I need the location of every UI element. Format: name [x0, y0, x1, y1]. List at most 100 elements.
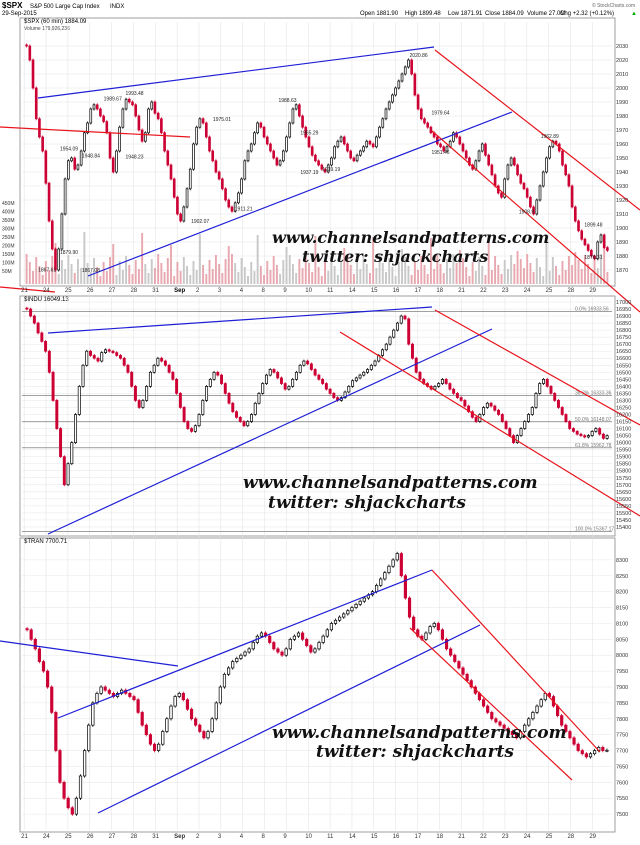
x-tick-label: 23 — [502, 834, 509, 840]
volume-bar — [413, 261, 416, 284]
candle-body — [500, 414, 504, 422]
candle-body — [504, 421, 508, 429]
indu-legend: $INDU 16049.13 — [24, 297, 69, 303]
candle-body — [309, 363, 313, 370]
volume-bar — [93, 258, 95, 284]
candle-body — [515, 435, 519, 443]
candle-body — [50, 220, 54, 250]
candle-body — [272, 369, 276, 373]
volume-bar — [564, 270, 567, 284]
y-tick-label: 1940 — [616, 170, 628, 176]
candle-body — [66, 797, 70, 809]
volume-bar — [272, 256, 275, 284]
candle-body — [395, 553, 399, 561]
candle-body — [87, 724, 91, 751]
volume-bar — [455, 263, 458, 284]
candle-body — [212, 371, 216, 380]
watermark-twitter-3: twitter: shjackcharts — [316, 742, 514, 762]
candle-body — [542, 378, 545, 384]
x-tick-label: 24 — [43, 834, 50, 840]
candle-body — [439, 143, 442, 148]
volume-bar — [105, 271, 108, 284]
candle-body — [176, 196, 179, 215]
candle-body — [354, 377, 358, 382]
candle-body — [269, 143, 272, 152]
candle-body — [339, 136, 343, 142]
candle-body — [29, 308, 33, 317]
candle-body — [251, 642, 255, 650]
candle-body — [538, 185, 542, 201]
candle-body — [579, 433, 583, 436]
candle-body — [449, 648, 453, 656]
candle-body — [467, 405, 471, 413]
candle-body — [298, 104, 301, 117]
candle-body — [379, 578, 383, 586]
candle-body — [144, 132, 147, 142]
candle-body — [54, 712, 58, 751]
y-tick-label: 16700 — [616, 342, 631, 348]
candle-body — [573, 206, 577, 222]
candle-body — [237, 192, 240, 204]
volume-bar — [121, 270, 124, 284]
candle-body — [150, 101, 154, 110]
volume-bar — [487, 239, 490, 284]
candle-body — [502, 724, 506, 729]
volume-bar — [600, 254, 602, 284]
volume-bar — [442, 273, 445, 284]
candle-body — [268, 635, 272, 643]
volume-bar — [269, 270, 272, 284]
candle-body — [152, 743, 157, 751]
candle-body — [452, 388, 456, 394]
candle-body — [399, 315, 403, 324]
candle-body — [436, 623, 440, 631]
candle-body — [147, 108, 150, 134]
candle-body — [62, 456, 66, 486]
candle-body — [70, 442, 74, 465]
candle-body — [157, 743, 161, 751]
spx-down-channel-upper — [434, 49, 640, 211]
candle-body — [403, 66, 407, 75]
watermark-url-1: www.channelsandpatterns.com — [272, 228, 549, 247]
candle-body — [257, 393, 261, 404]
candle-body — [530, 407, 534, 415]
candle-body — [519, 174, 523, 184]
volume-bar — [44, 261, 47, 284]
candle-body — [292, 635, 296, 640]
indu-lower-channel-line — [47, 328, 493, 535]
candle-body — [497, 409, 501, 415]
candle-body — [481, 699, 486, 707]
candle-body — [510, 731, 514, 736]
fib-level-label: 61.8% 15962.78 — [575, 443, 612, 449]
volume-bar — [279, 274, 282, 284]
candle-body — [163, 360, 167, 366]
tran-lower-channel-line — [97, 624, 481, 814]
volume-bar — [176, 262, 179, 284]
candle-body — [330, 157, 333, 166]
y-tick-label: 15750 — [616, 476, 631, 482]
volume-bar — [561, 261, 564, 284]
volume-bar — [157, 254, 160, 284]
volume-bar — [391, 267, 394, 284]
y-tick-label: 1950 — [616, 156, 628, 162]
candle-body — [509, 157, 513, 166]
volume-tick-label: 400M — [2, 210, 15, 216]
volume-bar — [471, 262, 474, 284]
y-tick-label: 15900 — [616, 455, 631, 461]
candle-body — [288, 638, 292, 650]
candle-body — [347, 386, 351, 393]
volume-bar — [231, 254, 233, 284]
volume-bar — [83, 232, 86, 284]
price-annotation: 1937.19 — [300, 170, 318, 176]
candle-body — [444, 378, 448, 384]
candle-body — [365, 140, 369, 148]
x-tick-label: 24 — [524, 834, 531, 840]
candle-body — [161, 731, 165, 745]
y-tick-label: 16900 — [616, 314, 631, 320]
candle-body — [534, 393, 538, 408]
candle-body — [535, 199, 539, 215]
candle-body — [118, 355, 122, 359]
candle-body — [34, 87, 38, 120]
candle-body — [571, 428, 575, 432]
candle-body — [140, 712, 144, 726]
candle-body — [231, 402, 235, 413]
